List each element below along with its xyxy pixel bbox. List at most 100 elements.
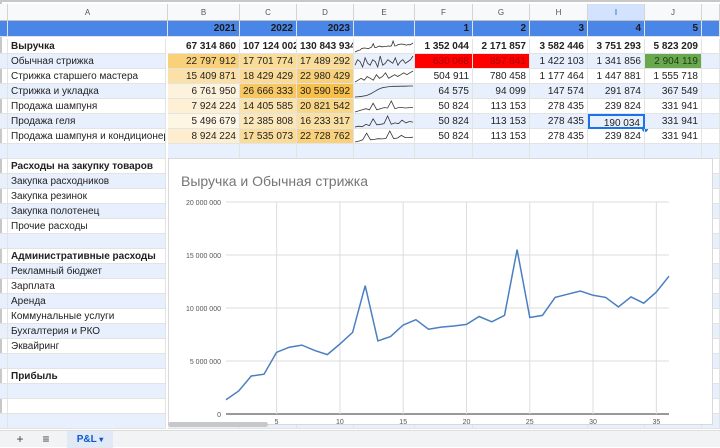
row-label[interactable]: Стрижка и укладка	[8, 84, 166, 99]
data-cell-F[interactable]: 50 824	[415, 114, 473, 129]
row-label[interactable]: Продажа шампуня	[8, 99, 166, 114]
row-label[interactable]: Прибыль	[8, 369, 166, 384]
row-label[interactable]: Коммунальные услуги	[8, 309, 166, 324]
sheet-tab-pl[interactable]: P&L ▾	[67, 431, 113, 448]
column-header-F[interactable]: F	[415, 4, 473, 21]
column-header-A[interactable]: A	[8, 4, 168, 21]
row-label[interactable]	[8, 234, 166, 249]
data-cell-I[interactable]: 1 341 856	[588, 54, 645, 69]
data-cell-H[interactable]: 3 582 446	[530, 39, 588, 54]
row-label[interactable]: Закупка полотенец	[8, 204, 166, 219]
data-cell-C[interactable]: 14 405 585	[240, 99, 297, 114]
data-cell-I[interactable]: 3 751 293	[588, 39, 645, 54]
data-cell-J[interactable]: 331 941	[645, 129, 702, 144]
row-label[interactable]	[8, 399, 166, 414]
horizontal-scrollbar[interactable]	[168, 422, 268, 427]
row-label[interactable]: Закупка резинок	[8, 189, 166, 204]
row-label[interactable]: Закупка расходников	[8, 174, 166, 189]
data-cell[interactable]	[702, 144, 720, 159]
column-header-C[interactable]: C	[240, 4, 297, 21]
data-cell-G[interactable]: 113 153	[473, 99, 530, 114]
data-cell-H[interactable]: 1 422 103	[530, 54, 588, 69]
data-cell-G[interactable]: 857 841	[473, 54, 530, 69]
data-cell-C[interactable]: 26 666 333	[240, 84, 297, 99]
data-cell-I[interactable]: 239 824	[588, 129, 645, 144]
data-cell-F[interactable]: 1 352 044	[415, 39, 473, 54]
column-header-E[interactable]: E	[354, 4, 415, 21]
data-cell-F[interactable]: 64 575	[415, 84, 473, 99]
data-cell-D[interactable]: 30 590 592	[297, 84, 354, 99]
data-cell-H[interactable]	[530, 144, 588, 159]
data-cell-C[interactable]: 18 429 429	[240, 69, 297, 84]
data-cell-G[interactable]: 94 099	[473, 84, 530, 99]
row-label[interactable]: Продажа шампуня и кондиционера	[8, 129, 166, 144]
data-cell-I[interactable]: 1 447 881	[588, 69, 645, 84]
data-cell-D[interactable]: 20 821 542	[297, 99, 354, 114]
data-cell-B[interactable]: 7 924 224	[168, 99, 240, 114]
row-label[interactable]	[8, 354, 166, 369]
row-label[interactable]: Бухгалтерия и РКО	[8, 324, 166, 339]
data-cell-D[interactable]	[297, 144, 354, 159]
data-cell-B[interactable]: 15 409 871	[168, 69, 240, 84]
add-sheet-button[interactable]: +	[10, 431, 30, 448]
data-cell-D[interactable]: 22 728 762	[297, 129, 354, 144]
row-label[interactable]: Продажа геля	[8, 114, 166, 129]
row-label[interactable]: Рекламный бюджет	[8, 264, 166, 279]
selected-cell[interactable]: 190 034	[588, 114, 645, 129]
row-label[interactable]: Выручка	[8, 39, 166, 54]
data-cell-J[interactable]	[645, 144, 702, 159]
data-cell-B[interactable]: 22 797 912	[168, 54, 240, 69]
data-cell[interactable]	[702, 69, 720, 84]
data-cell[interactable]	[702, 54, 720, 69]
data-cell-B[interactable]: 8 924 224	[168, 129, 240, 144]
data-cell[interactable]	[702, 99, 720, 114]
data-cell-B[interactable]: 67 314 860	[168, 39, 240, 54]
data-cell-C[interactable]: 107 124 002	[240, 39, 297, 54]
row-label[interactable]: Прочие расходы	[8, 219, 166, 234]
data-cell-D[interactable]: 130 843 934	[297, 39, 354, 54]
column-header-corner[interactable]	[0, 4, 8, 21]
row-label[interactable]: Расходы на закупку товаров	[8, 159, 166, 174]
data-cell[interactable]	[702, 39, 720, 54]
row-label[interactable]: Аренда	[8, 294, 166, 309]
column-header-H[interactable]: H	[530, 4, 588, 21]
row-label[interactable]: Обычная стрижка	[8, 54, 166, 69]
data-cell-F[interactable]: 50 824	[415, 99, 473, 114]
row-label[interactable]: Зарплата	[8, 279, 166, 294]
data-cell-D[interactable]: 22 980 429	[297, 69, 354, 84]
data-cell-F[interactable]	[415, 144, 473, 159]
column-header-I[interactable]: I	[588, 4, 645, 21]
data-cell[interactable]	[702, 84, 720, 99]
data-cell-H[interactable]: 278 435	[530, 114, 588, 129]
data-cell-F[interactable]: 504 911	[415, 69, 473, 84]
row-label[interactable]: Административные расходы	[8, 249, 166, 264]
data-cell-B[interactable]: 5 496 679	[168, 114, 240, 129]
data-cell-J[interactable]: 1 555 718	[645, 69, 702, 84]
data-cell-H[interactable]: 1 177 464	[530, 69, 588, 84]
data-cell-C[interactable]: 17 701 774	[240, 54, 297, 69]
all-sheets-button[interactable]: ≡	[36, 431, 56, 448]
data-cell-I[interactable]: 291 874	[588, 84, 645, 99]
data-cell-J[interactable]: 331 941	[645, 99, 702, 114]
data-cell-C[interactable]: 12 385 808	[240, 114, 297, 129]
data-cell-J[interactable]: 2 904 119	[645, 54, 702, 69]
data-cell-H[interactable]: 278 435	[530, 99, 588, 114]
data-cell-G[interactable]: 780 458	[473, 69, 530, 84]
data-cell-I[interactable]	[588, 144, 645, 159]
data-cell-J[interactable]: 5 823 209	[645, 39, 702, 54]
data-cell[interactable]	[702, 114, 720, 129]
data-cell-G[interactable]: 2 171 857	[473, 39, 530, 54]
data-cell-D[interactable]: 16 233 317	[297, 114, 354, 129]
data-cell-H[interactable]: 147 574	[530, 84, 588, 99]
data-cell-G[interactable]: 113 153	[473, 114, 530, 129]
data-cell-J[interactable]: 331 941	[645, 114, 702, 129]
data-cell-F[interactable]: 50 824	[415, 129, 473, 144]
data-cell-F[interactable]: 630 068	[415, 54, 473, 69]
row-label[interactable]: Стрижка старшего мастера	[8, 69, 166, 84]
data-cell-B[interactable]: 6 761 950	[168, 84, 240, 99]
data-cell-G[interactable]	[473, 144, 530, 159]
row-label[interactable]	[8, 384, 166, 399]
data-cell-C[interactable]	[240, 144, 297, 159]
column-header-D[interactable]: D	[297, 4, 354, 21]
